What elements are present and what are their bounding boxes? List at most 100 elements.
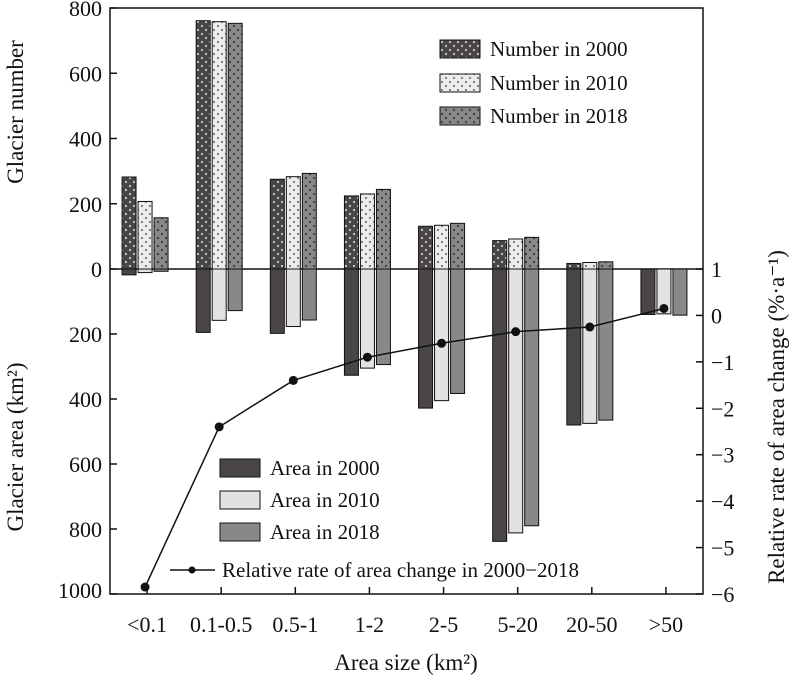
area-bar — [211, 268, 227, 321]
rate-tick-label: −3 — [711, 443, 734, 468]
legend-area-2000-label: Area in 2000 — [270, 456, 380, 480]
number-bar — [285, 176, 301, 270]
area-bar — [656, 268, 672, 315]
legend-number-2018-label: Number in 2018 — [490, 104, 628, 128]
area-bar — [640, 268, 656, 315]
legend-number-2000-swatch — [439, 39, 481, 59]
x-tick-label: 1-2 — [355, 612, 384, 637]
plot-frame — [109, 7, 704, 595]
number-bar — [195, 20, 211, 270]
rate-point — [214, 422, 224, 432]
x-tick-label: 20-50 — [566, 612, 617, 637]
number-bar — [582, 261, 598, 270]
legend-area-2010-label: Area in 2010 — [270, 488, 380, 512]
number-bar — [343, 195, 359, 270]
number-bar — [359, 193, 375, 270]
x-tick-label: 2-5 — [429, 612, 458, 637]
area-bar — [524, 268, 540, 527]
number-bar — [227, 22, 243, 270]
area-bar — [672, 268, 688, 316]
left-ticks: 800 600 400 200 0 200 400 600 800 1000 — [58, 0, 117, 603]
area-bar — [598, 268, 614, 421]
legend-area-2018-swatch — [219, 522, 261, 542]
rate-point — [511, 327, 521, 337]
rate-series-line — [144, 307, 665, 588]
area-bar — [375, 268, 391, 366]
area-bar — [492, 268, 508, 542]
rate-tick-label: 0 — [711, 303, 722, 328]
number-tick-label: 200 — [69, 192, 102, 217]
number-bar — [121, 176, 137, 270]
area-bar — [508, 268, 524, 534]
legend-number-2000-label: Number in 2000 — [490, 37, 628, 61]
area-tick-label: 600 — [69, 452, 102, 477]
right-ticks: 1 0 −1 −2 −3 −4 −5 −6 — [696, 257, 734, 607]
number-bar — [434, 224, 450, 270]
area-bar — [434, 268, 450, 402]
legend-area-2018-label: Area in 2018 — [270, 520, 380, 544]
number-tick-label: 800 — [69, 0, 102, 21]
number-bar — [450, 222, 466, 270]
number-bar — [418, 225, 434, 270]
area-bar — [418, 268, 434, 409]
rate-point — [585, 322, 595, 332]
number-bar — [269, 178, 285, 270]
area-bar — [582, 268, 598, 424]
rate-point — [140, 582, 150, 592]
rate-tick-label: 1 — [711, 257, 722, 282]
area-bar — [195, 268, 211, 333]
x-tick-label: 5-20 — [498, 612, 538, 637]
area-bar — [343, 268, 359, 376]
rate-point — [362, 352, 372, 362]
rate-line-layer — [140, 303, 669, 592]
x-tick-label: <0.1 — [127, 612, 167, 637]
rate-tick-label: −4 — [711, 489, 734, 514]
bars-layer — [121, 20, 688, 542]
area-bar — [269, 268, 285, 334]
rate-tick-label: −2 — [711, 396, 734, 421]
number-bar — [524, 236, 540, 270]
area-bar — [566, 268, 582, 426]
x-axis-title: Area size (km²) — [334, 650, 478, 675]
number-bar — [301, 172, 317, 270]
x-tick-label: 0.1-0.5 — [190, 612, 252, 637]
rate-point — [437, 338, 447, 348]
legend-rate-label: Relative rate of area change in 2000−201… — [222, 558, 579, 582]
area-tick-label: 400 — [69, 387, 102, 412]
legend-rate-marker — [188, 566, 196, 574]
x-tick-label: >50 — [649, 612, 683, 637]
legend-area-2010-swatch — [219, 490, 261, 510]
rate-point — [659, 303, 669, 313]
area-bar — [153, 268, 169, 272]
legend-number-2010-swatch — [439, 73, 481, 93]
rate-tick-label: −6 — [711, 582, 734, 607]
area-bar — [301, 268, 317, 321]
area-bar — [359, 268, 375, 369]
rate-point — [288, 375, 298, 385]
area-bar — [285, 268, 301, 328]
number-tick-label: 0 — [91, 257, 102, 282]
legend-area-2000-swatch — [219, 458, 261, 478]
rate-tick-label: −5 — [711, 536, 734, 561]
area-tick-label: 200 — [69, 322, 102, 347]
area-bar — [227, 268, 243, 312]
number-bar — [211, 21, 227, 270]
legend-number-2018-swatch — [439, 106, 481, 126]
number-tick-label: 600 — [69, 61, 102, 86]
number-bar — [566, 262, 582, 270]
area-bar — [450, 268, 466, 394]
y-axis-title-bottom: Glacier area (km²) — [3, 362, 28, 531]
area-bar — [121, 268, 137, 276]
area-tick-label: 800 — [69, 517, 102, 542]
rate-tick-label: −1 — [711, 350, 734, 375]
number-bar — [492, 240, 508, 270]
number-bar — [598, 261, 614, 270]
area-tick-label: 1000 — [58, 578, 102, 603]
y-axis-title-right: Relative rate of area change (%·a⁻¹) — [764, 250, 789, 584]
number-bar — [153, 217, 169, 270]
number-tick-label: 400 — [69, 127, 102, 152]
area-bar — [137, 268, 153, 274]
legend-number-2010-label: Number in 2010 — [490, 71, 628, 95]
number-bar — [508, 238, 524, 270]
